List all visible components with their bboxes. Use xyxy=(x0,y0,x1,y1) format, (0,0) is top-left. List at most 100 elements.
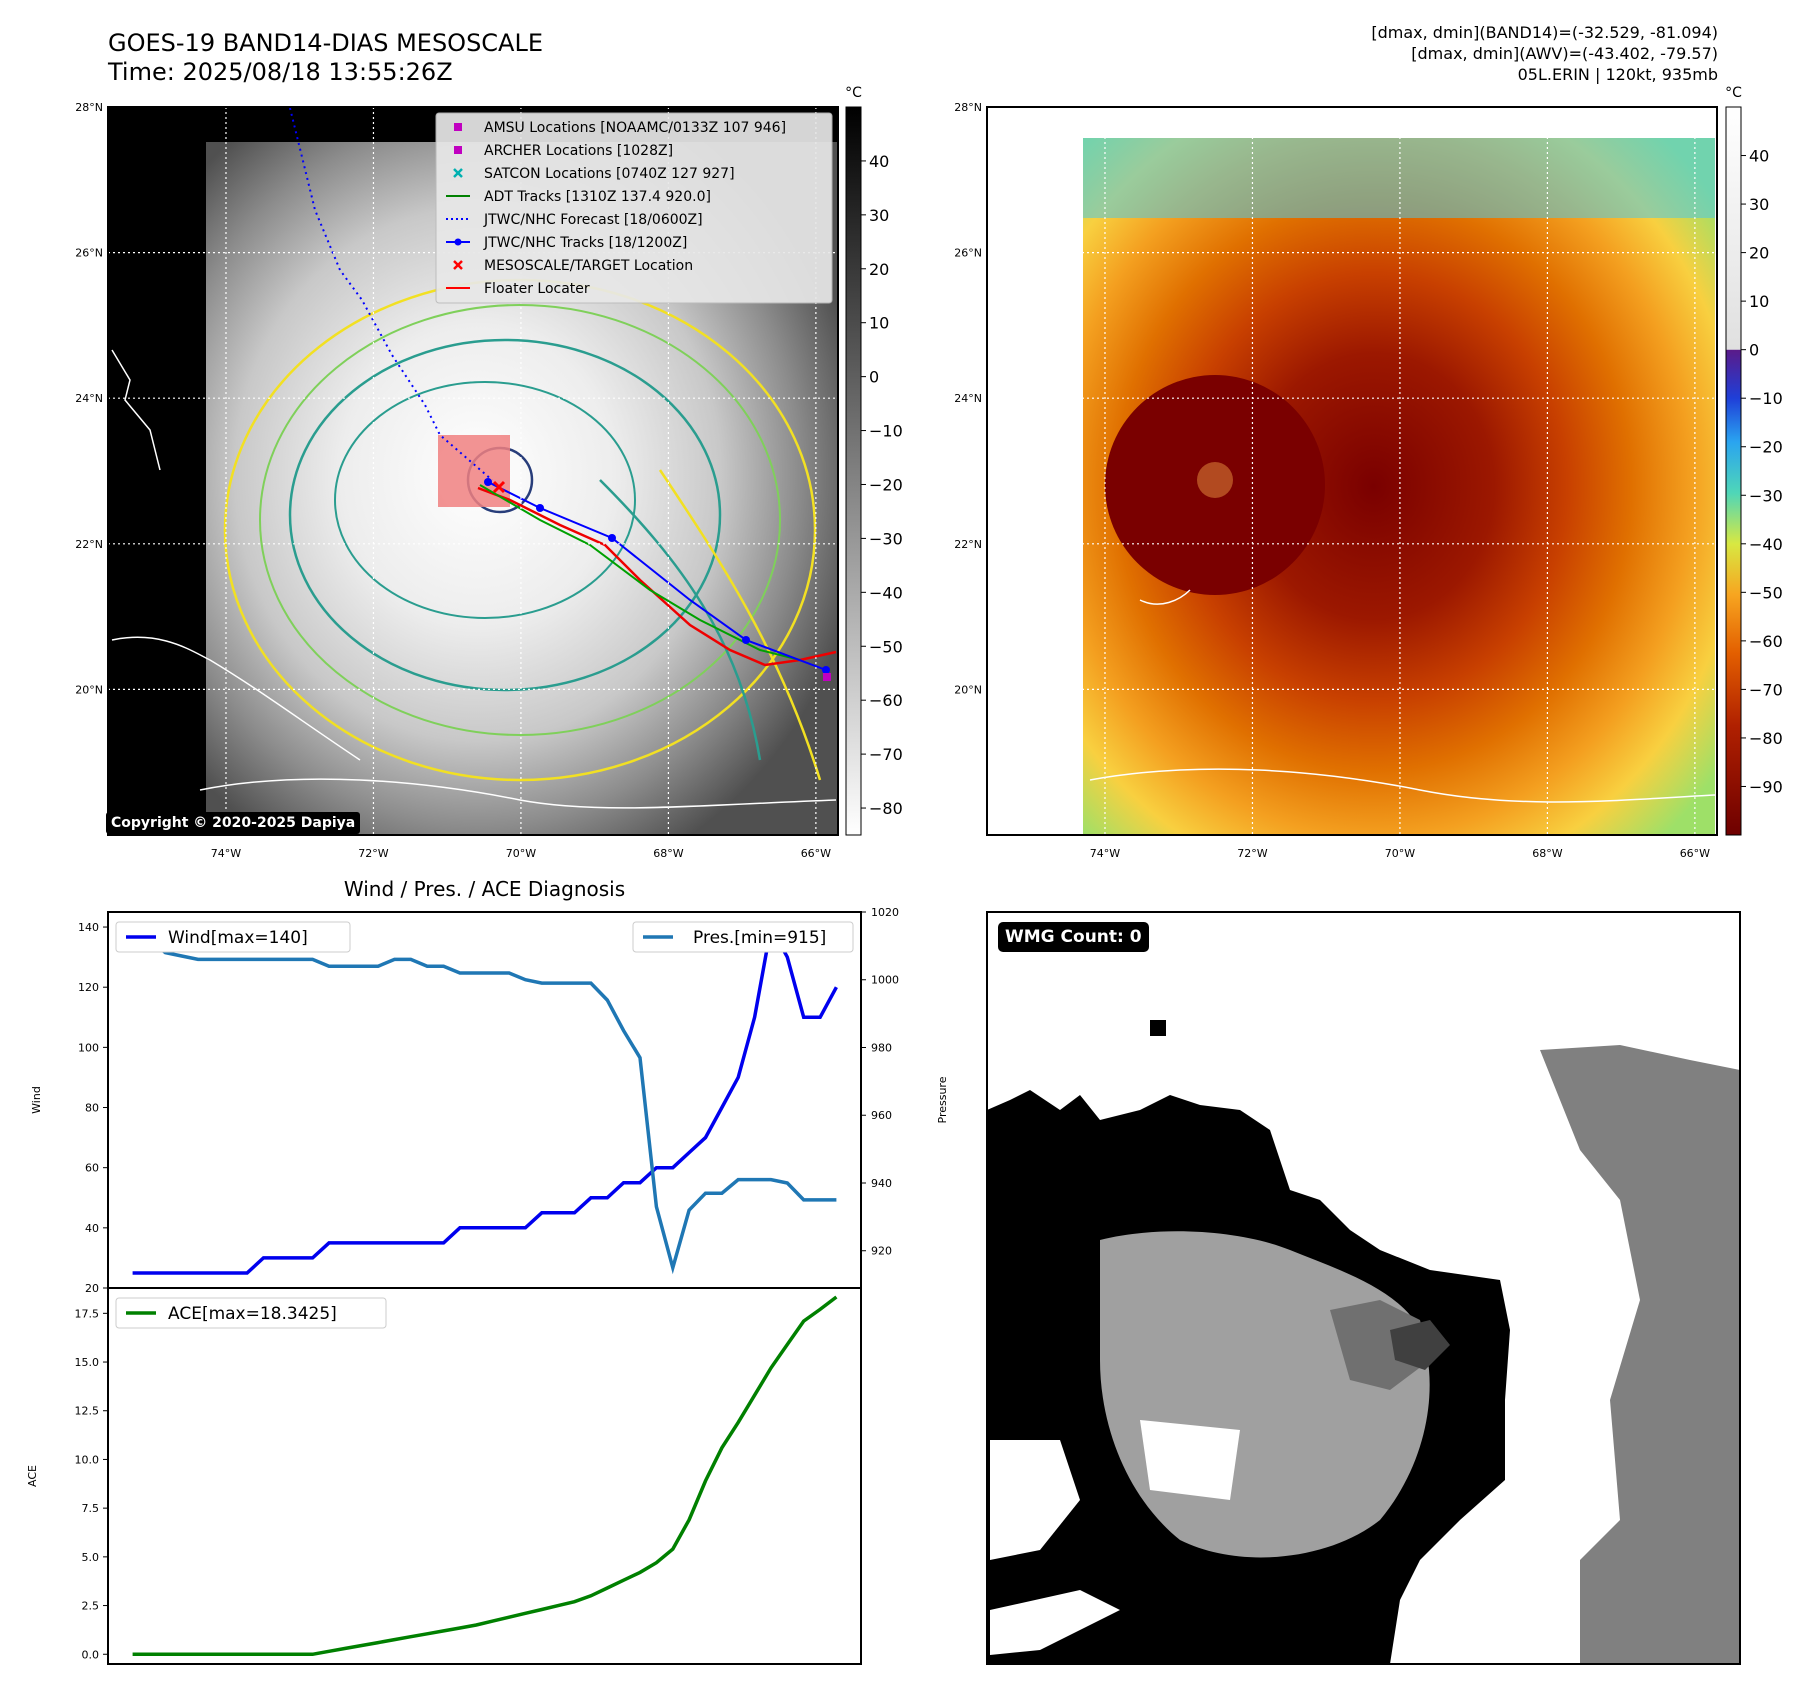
wind-legend-box xyxy=(115,921,351,953)
legend-label: JTWC/NHC Tracks [18/1200Z] xyxy=(483,235,687,251)
awv-map-lon-tick-label: 74°W xyxy=(1090,847,1120,860)
wmg-pixel xyxy=(1150,1020,1166,1036)
ir-colorbar-tick-label: 0 xyxy=(869,368,879,387)
awv-colorbar-tick-label: −30 xyxy=(1749,486,1783,505)
ace-chart-frame xyxy=(107,1287,862,1665)
ace-y-tick-label: 15.0 xyxy=(75,1356,100,1369)
awv-colorbar-tick-label: −50 xyxy=(1749,583,1783,602)
coastline xyxy=(1089,768,1716,803)
awv-colorbar-tick-label: 20 xyxy=(1749,244,1769,263)
best-track xyxy=(487,481,827,671)
coastline xyxy=(111,349,161,471)
wind-y-tick-label: 120 xyxy=(78,981,99,994)
awv-map-frame xyxy=(986,106,1718,836)
contour-band-east xyxy=(599,479,762,761)
awv-map-lat-tick-label: 20°N xyxy=(954,683,982,696)
ir-colorbar-tick-label: −30 xyxy=(869,529,903,548)
coastline xyxy=(111,636,361,761)
info-storm: 05L.ERIN | 120kt, 935mb xyxy=(1518,65,1718,84)
ace-legend-box xyxy=(115,1297,387,1329)
ir-colorbar-gradient xyxy=(845,106,862,836)
wind-y-tick-label: 80 xyxy=(85,1102,99,1115)
best-track-point xyxy=(742,636,750,644)
ir-colorbar-tick-label: −10 xyxy=(869,422,903,441)
ace-y-tick-label: 0.0 xyxy=(82,1648,100,1661)
ir-map-lat-tick-label: 22°N xyxy=(75,538,103,551)
best-track-point xyxy=(822,666,830,674)
ace-y-axis-label: ACE xyxy=(26,1465,39,1487)
contour-band-east2 xyxy=(658,469,822,781)
awv-map-lat-tick-label: 28°N xyxy=(954,101,982,114)
wind-chart-frame xyxy=(107,911,862,1289)
ir-map-lon-tick-label: 66°W xyxy=(801,847,831,860)
awv-colorbar-unit: °C xyxy=(1725,85,1742,101)
ace-y-tick-label: 2.5 xyxy=(82,1600,100,1613)
pressure-y-tick-label: 920 xyxy=(871,1245,892,1258)
wind-y-axis-label: Wind xyxy=(30,1086,43,1114)
awv-colorbar-tick-label: −10 xyxy=(1749,389,1783,408)
legend-label: AMSU Locations [NOAAMC/0133Z 107 946] xyxy=(484,120,786,136)
wind-legend-label: Wind[max=140] xyxy=(168,928,308,948)
floater-track xyxy=(477,486,837,667)
wind-y-tick-label: 60 xyxy=(85,1162,99,1175)
awv-map-panel xyxy=(987,107,1717,835)
awv-colorbar-tick-label: 0 xyxy=(1749,341,1759,360)
ace-legend-label: ACE[max=18.3425] xyxy=(168,1304,337,1324)
ace-y-tick-label: 7.5 xyxy=(82,1502,100,1515)
ir-map-lat-tick-label: 26°N xyxy=(75,247,103,260)
ir-colorbar-tick-label: 20 xyxy=(869,260,889,279)
pressure-y-tick-label: 1020 xyxy=(871,906,899,919)
awv-map-lon-tick-label: 72°W xyxy=(1237,847,1267,860)
ace-y-tick-label: 10.0 xyxy=(75,1453,100,1466)
legend-x-marker xyxy=(453,168,463,178)
ace-y-tick-label: 17.5 xyxy=(75,1307,100,1320)
awv-colorbar-tick-label: 10 xyxy=(1749,292,1769,311)
awv-colorbar-tick-label: −70 xyxy=(1749,680,1783,699)
ace-series-line xyxy=(132,1295,838,1657)
pressure-y-tick-label: 940 xyxy=(871,1177,892,1190)
wmg-gray-right-region xyxy=(1540,1045,1740,1664)
legend-x-marker xyxy=(453,260,463,270)
wind-y-tick-label: 100 xyxy=(78,1041,99,1054)
main-title: GOES-19 BAND14-DIAS MESOSCALE xyxy=(108,29,543,57)
legend-label: ARCHER Locations [1028Z] xyxy=(484,143,673,159)
pressure-y-tick-label: 980 xyxy=(871,1041,892,1054)
ir-map-lon-tick-label: 72°W xyxy=(358,847,388,860)
awv-map-lat-tick-label: 24°N xyxy=(954,392,982,405)
wmg-mid-gray-region xyxy=(1330,1300,1430,1390)
awv-map-lat-tick-label: 22°N xyxy=(954,538,982,551)
ace-chart: 0.0 2.5 5.0 7.5 10.0 12.5 15.0 17.5 ACE ACE[max=1… xyxy=(26,1287,862,1665)
wmg-white-patch xyxy=(990,1590,1120,1655)
ace-y-tick-label: 12.5 xyxy=(75,1405,100,1418)
pressure-series-line xyxy=(132,937,837,1275)
legend-square-marker xyxy=(454,123,462,131)
wmg-frame xyxy=(986,911,1741,1665)
wmg-panel xyxy=(987,912,1740,1664)
ir-map-lat-tick-label: 24°N xyxy=(75,392,103,405)
wmg-dark-gray-region xyxy=(1390,1320,1450,1370)
awv-map-lon-tick-label: 68°W xyxy=(1532,847,1562,860)
pressure-y-tick-label: 960 xyxy=(871,1109,892,1122)
ir-map-lat-tick-label: 20°N xyxy=(75,683,103,696)
ir-colorbar-tick-label: −50 xyxy=(869,637,903,656)
pressure-legend-box xyxy=(632,921,854,953)
ir-map-lon-tick-label: 70°W xyxy=(506,847,536,860)
best-track-point xyxy=(484,478,492,486)
wind-y-tick-label: 40 xyxy=(85,1222,99,1235)
awv-colorbar-tick-label: −90 xyxy=(1749,777,1783,796)
ir-colorbar-tick-label: 10 xyxy=(869,314,889,333)
wmg-count-badge: WMG Count: 0 xyxy=(998,922,1149,952)
ir-colorbar-tick-label: −70 xyxy=(869,745,903,764)
ir-map-frame xyxy=(107,106,839,836)
map-legend-box xyxy=(435,112,833,304)
legend-label: SATCON Locations [0740Z 127 927] xyxy=(484,166,735,182)
contour-green-outer xyxy=(259,304,781,736)
pressure-y-axis-label: Pressure xyxy=(936,1076,949,1123)
axes-frames: 28°N 26°N 24°N 22°N 20°N 74°W 72°W 70°W 68°W 66°W… xyxy=(75,85,1783,1665)
legend-label: MESOSCALE/TARGET Location xyxy=(484,258,693,274)
chart-title: Wind / Pres. / ACE Diagnosis xyxy=(344,877,625,901)
awv-colorbar-tick-label: −80 xyxy=(1749,729,1783,748)
adt-track xyxy=(479,484,801,661)
coastline xyxy=(1139,589,1191,605)
